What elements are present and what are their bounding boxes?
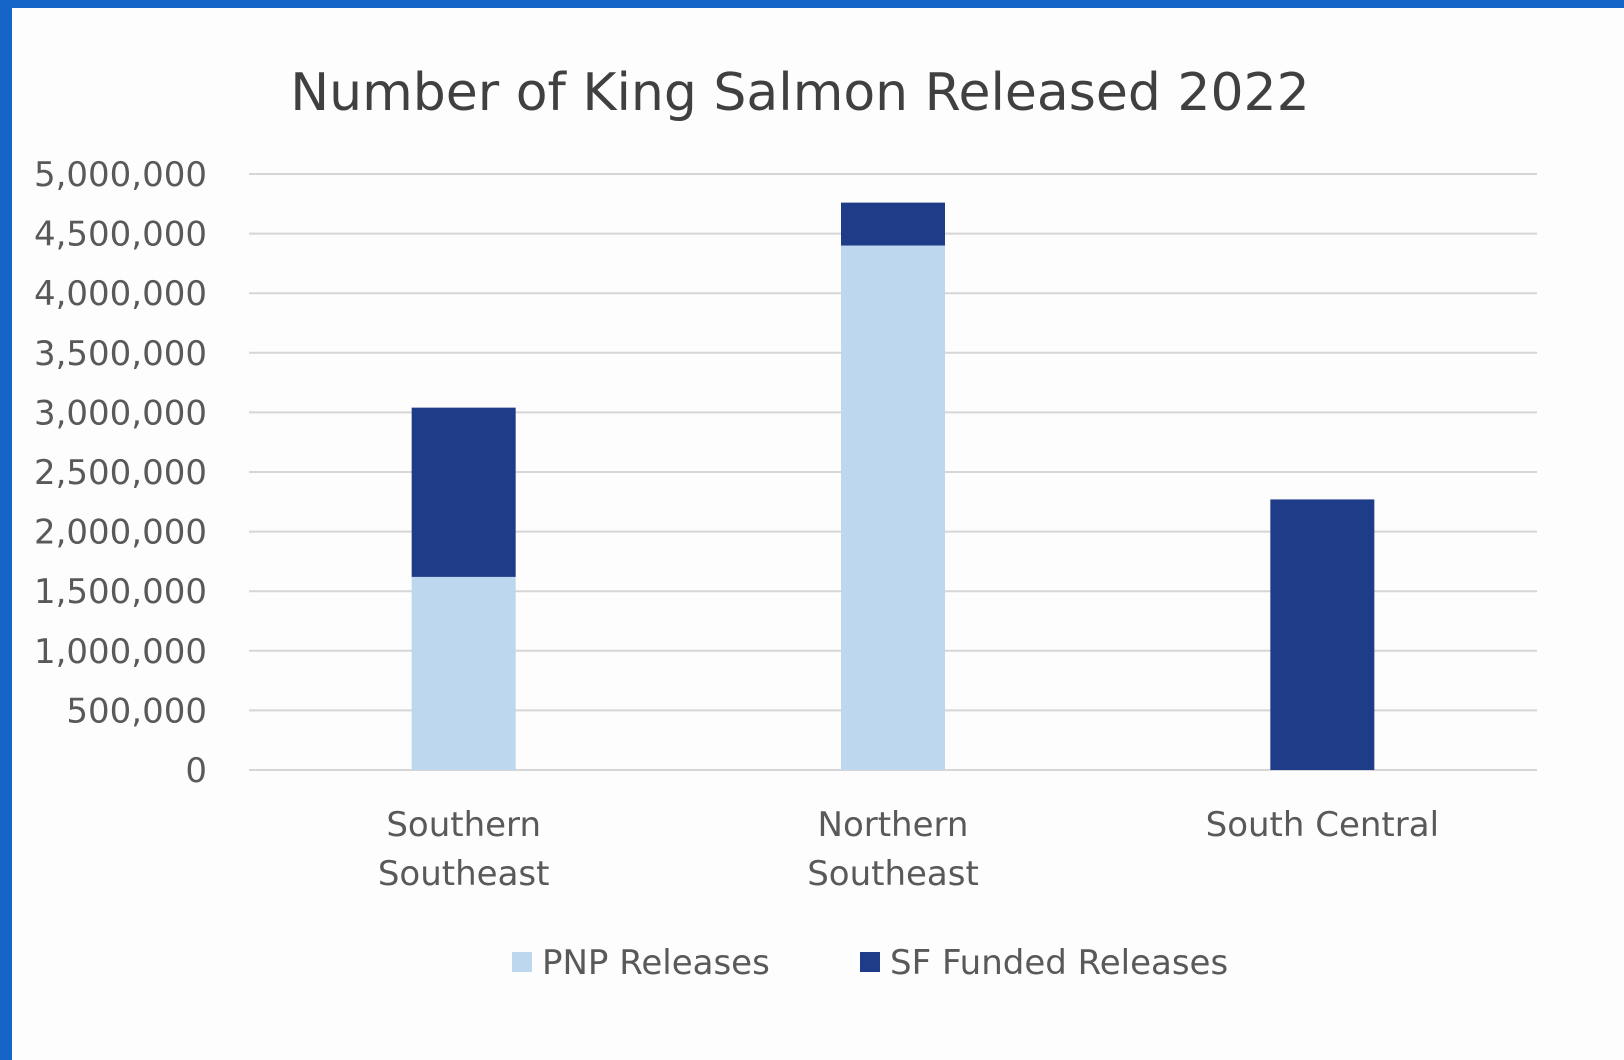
y-tick-label: 5,000,000: [34, 155, 207, 195]
y-tick-label: 4,500,000: [34, 215, 207, 255]
y-tick-label: 0: [185, 751, 207, 791]
y-tick-label: 3,000,000: [34, 393, 207, 433]
bar-segment: [841, 202, 945, 246]
bar-segment: [411, 576, 516, 770]
y-tick-label: 1,000,000: [34, 632, 207, 672]
y-tick-label: 500,000: [66, 691, 207, 731]
chart-title: Number of King Salmon Released 2022: [290, 63, 1309, 123]
legend-label: PNP Releases: [542, 943, 770, 983]
bar-segment: [841, 245, 945, 770]
y-tick-label: 1,500,000: [34, 572, 207, 612]
legend-swatch: [512, 952, 532, 972]
bar-segment: [1270, 499, 1375, 770]
x-tick-label: South Central: [1206, 805, 1439, 845]
y-tick-label: 2,000,000: [34, 513, 207, 553]
chart: Number of King Salmon Released 2022 0 500…: [34, 63, 1537, 983]
x-tick-label: Northern: [818, 805, 969, 845]
legend-swatch: [860, 952, 880, 972]
y-tick-label: 2,500,000: [34, 453, 207, 493]
legend-label: SF Funded Releases: [890, 943, 1228, 983]
y-tick-label: 4,000,000: [34, 274, 207, 314]
y-tick-label: 3,500,000: [34, 334, 207, 374]
x-tick-label: Southeast: [378, 854, 550, 894]
chart-panel: Number of King Salmon Released 2022 0 500…: [12, 8, 1624, 1060]
x-tick-label: Southern: [386, 805, 541, 845]
bar-segment: [411, 407, 516, 577]
x-tick-label: Southeast: [807, 854, 979, 894]
